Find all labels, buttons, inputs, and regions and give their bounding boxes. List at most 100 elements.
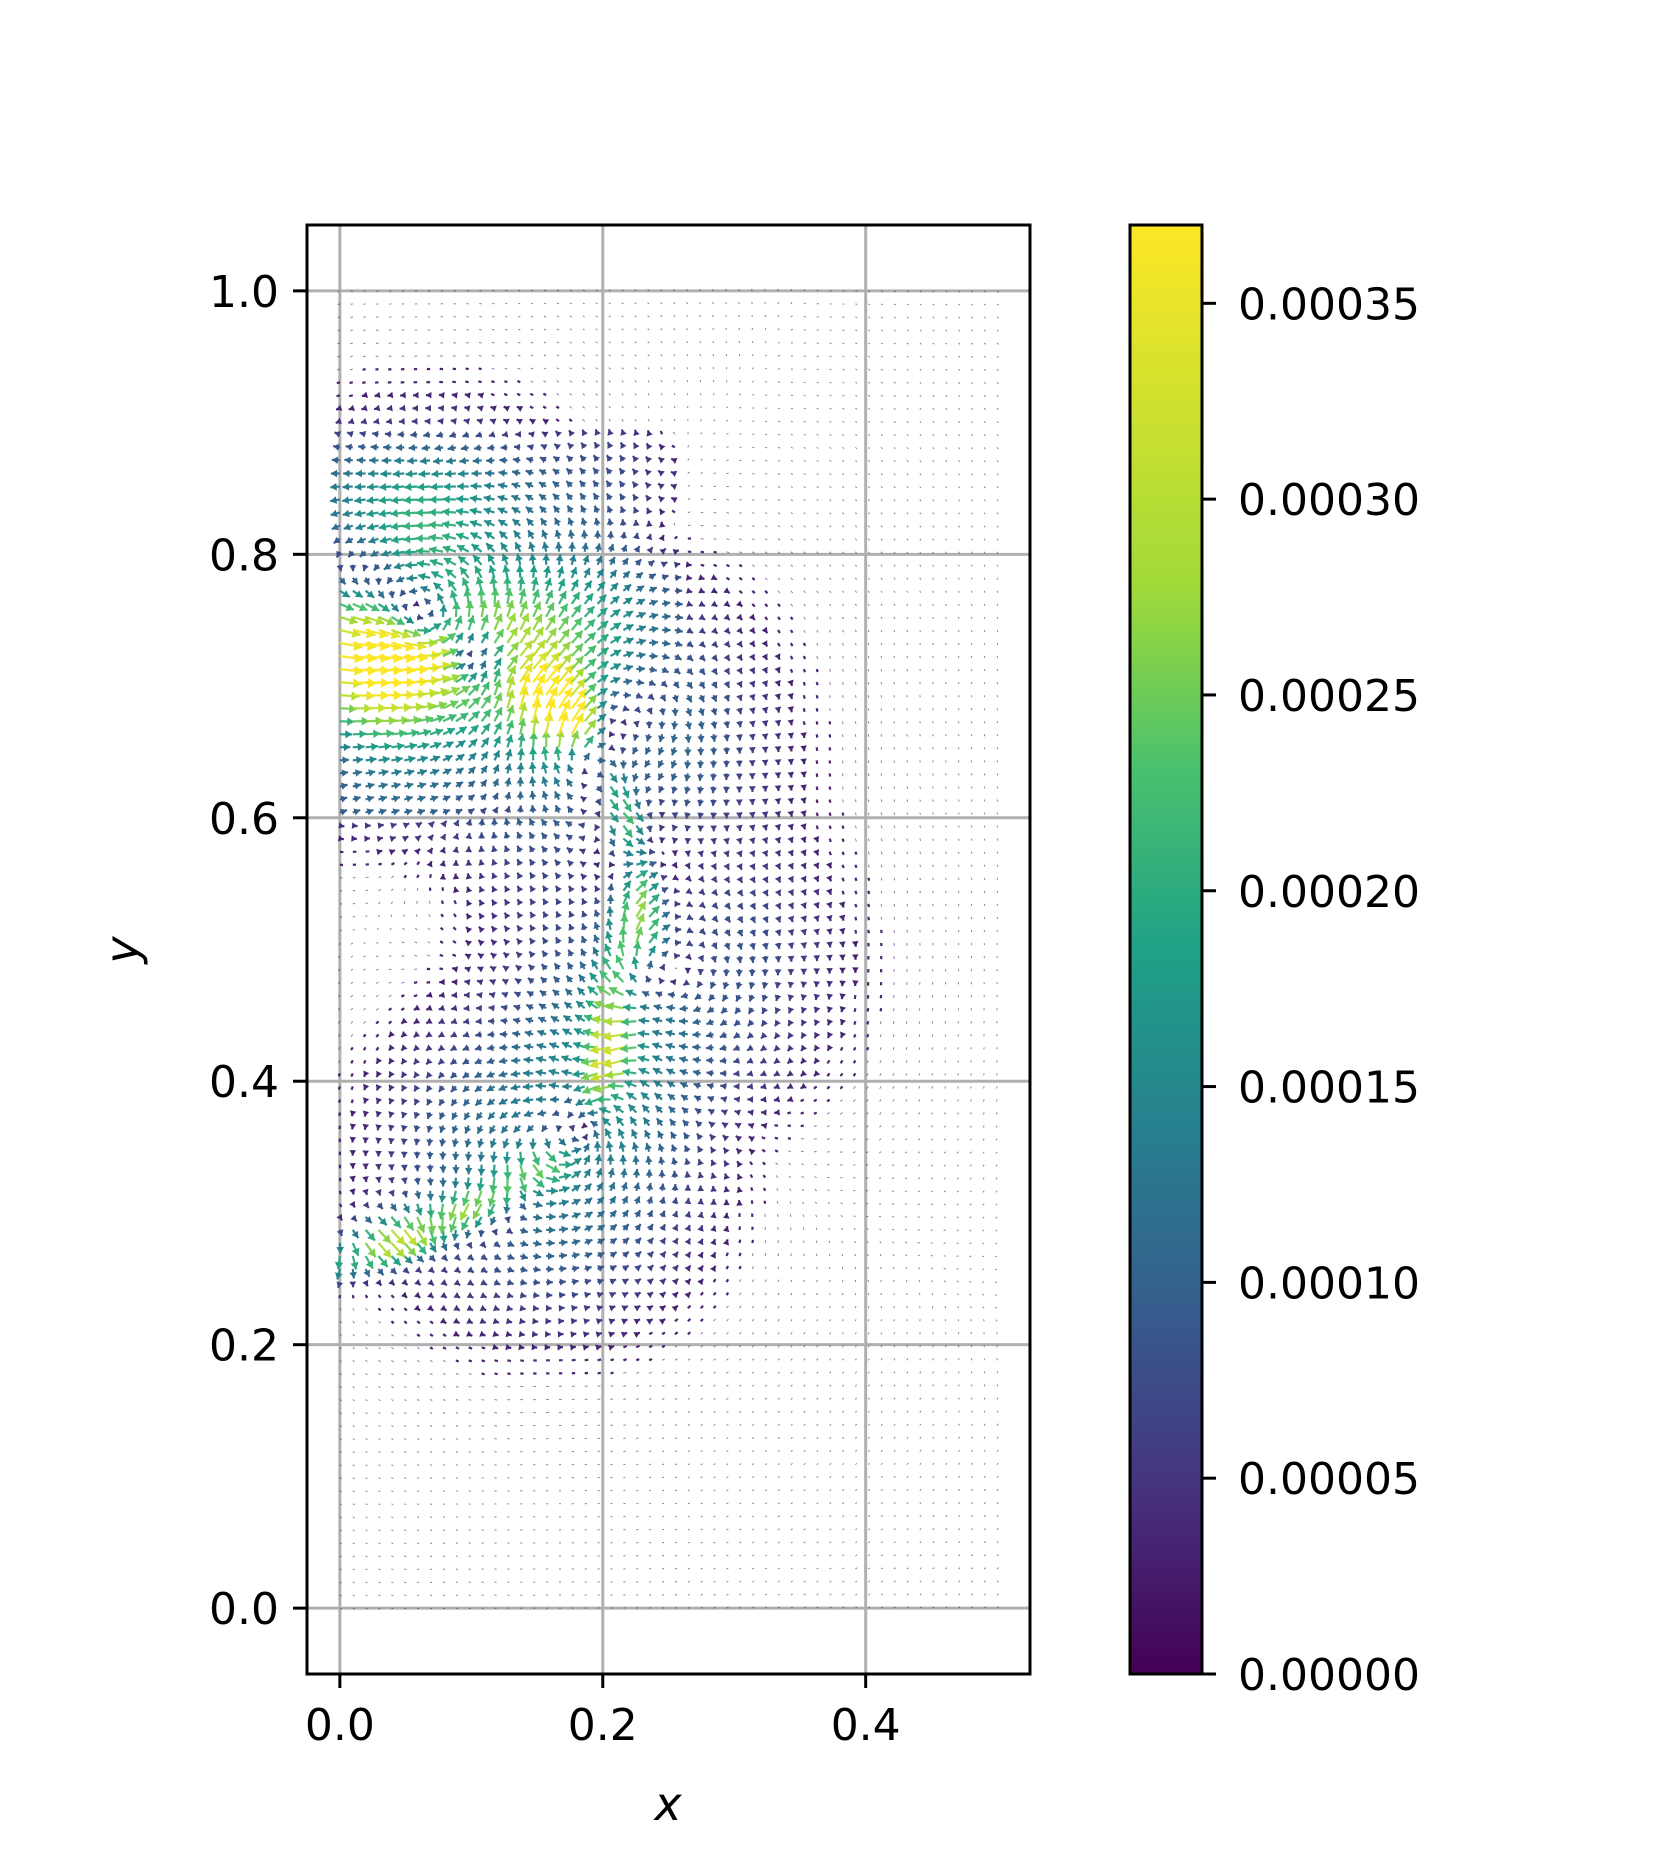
quiver-arrow — [842, 1384, 845, 1387]
quiver-arrow — [442, 1412, 446, 1414]
quiver-arrow-head — [653, 1068, 661, 1075]
quiver-arrow — [764, 1423, 768, 1426]
quiver-arrow — [700, 1331, 704, 1335]
quiver-arrow-head — [761, 863, 769, 870]
quiver-arrow — [867, 1462, 870, 1466]
quiver-arrow — [610, 1385, 614, 1387]
quiver-arrow-head — [376, 1268, 384, 1276]
quiver-arrow-head — [710, 1212, 717, 1219]
quiver-arrow — [930, 1164, 934, 1167]
quiver-arrow — [829, 1332, 832, 1335]
quiver-arrow — [416, 1333, 421, 1338]
quiver-arrow-head — [639, 848, 647, 856]
quiver-arrow-head — [489, 1126, 497, 1134]
quiver-arrow-head — [398, 729, 407, 738]
quiver-arrow — [943, 1151, 946, 1154]
quiver-arrow-head — [622, 1251, 629, 1259]
quiver-arrow — [840, 1214, 843, 1218]
quiver-arrow — [918, 1267, 921, 1270]
quiver-arrow — [803, 1397, 806, 1400]
quiver-arrow — [761, 1148, 766, 1153]
quiver-arrow-head — [443, 795, 451, 803]
quiver-arrow — [661, 1437, 665, 1440]
quiver-arrow — [388, 981, 392, 984]
quiver-arrow — [880, 1541, 884, 1544]
quiver-arrow — [867, 1541, 871, 1544]
quiver-arrow — [879, 1047, 882, 1051]
quiver-arrow-head — [706, 1069, 713, 1077]
quiver-arrow-head — [605, 1070, 614, 1080]
quiver-arrow — [751, 1410, 755, 1413]
quiver-arrow — [906, 1515, 909, 1518]
quiver-arrow-head — [590, 1121, 598, 1128]
quiver-arrow-head — [710, 825, 717, 832]
quiver-arrow-head — [737, 1161, 743, 1168]
quiver-arrow-head — [773, 1070, 781, 1076]
quiver-arrow — [713, 1593, 716, 1596]
quiver-arrow — [842, 1580, 845, 1583]
quiver-arrow-head — [555, 872, 562, 880]
quiver-arrow-head — [487, 1044, 494, 1052]
quiver-arrow — [842, 1502, 845, 1505]
quiver-arrow-head — [684, 1238, 691, 1245]
quiver-arrow — [391, 1451, 394, 1454]
quiver-arrow-head — [464, 991, 470, 999]
quiver-arrow-head — [401, 836, 409, 842]
quiver-arrow — [854, 1306, 857, 1309]
quiver-arrow — [416, 1399, 420, 1402]
quiver-arrow-head — [542, 950, 549, 958]
quiver-arrow — [919, 1593, 922, 1596]
quiver-arrow — [494, 1372, 498, 1376]
quiver-arrow-head — [462, 1044, 470, 1051]
quiver-arrow — [919, 1606, 922, 1609]
quiver-arrow-head — [595, 1095, 603, 1104]
quiver-arrow — [352, 1529, 355, 1532]
quiver-arrow-head — [490, 966, 497, 973]
quiver-arrow-head — [431, 768, 440, 776]
quiver-arrow — [687, 1424, 691, 1426]
quiver-arrow — [687, 1463, 690, 1466]
quiver-arrow — [337, 1020, 341, 1024]
quiver-arrow — [352, 1451, 355, 1454]
quiver-arrow — [674, 1450, 678, 1453]
quiver-arrow — [468, 1399, 472, 1401]
quiver-arrow-head — [367, 1232, 375, 1241]
quiver-arrow — [969, 1242, 972, 1245]
quiver-arrow — [878, 1177, 882, 1179]
quiver-arrow — [455, 1542, 458, 1544]
quiver-arrow — [726, 1528, 729, 1531]
quiver-arrow — [854, 851, 858, 855]
quiver-arrow-head — [813, 862, 820, 869]
quiver-arrow-head — [644, 1143, 652, 1151]
quiver-arrow — [442, 1516, 446, 1518]
quiver-arrow — [905, 1099, 908, 1102]
quiver-arrow-head — [552, 1109, 560, 1117]
quiver-arrow-head — [480, 1253, 488, 1260]
quiver-arrow-head — [543, 911, 549, 919]
quiver-arrow-head — [439, 1139, 447, 1147]
quiver-arrow-head — [375, 1189, 382, 1196]
quiver-arrow — [661, 1594, 665, 1596]
quiver-arrow — [764, 1476, 768, 1479]
quiver-arrow — [416, 1438, 420, 1440]
quiver-arrow-head — [532, 1317, 539, 1325]
quiver-arrow-head — [585, 1238, 593, 1246]
quiver-arrow — [905, 1125, 908, 1128]
quiver-arrow-head — [734, 1109, 741, 1116]
quiver-arrow-head — [553, 762, 561, 771]
quiver-arrow — [468, 1359, 473, 1363]
quiver-arrow — [339, 1594, 342, 1597]
quiver-arrow — [983, 1501, 986, 1505]
quiver-arrow-head — [350, 1261, 359, 1270]
quiver-arrow-head — [800, 1070, 807, 1077]
quiver-arrow — [648, 1344, 653, 1349]
quiver-arrow — [880, 773, 883, 776]
quiver-arrow — [339, 1320, 342, 1324]
quiver-arrow — [365, 863, 370, 866]
quiver-arrow — [906, 1580, 909, 1583]
quiver-arrow — [803, 1358, 806, 1361]
quiver-arrow-head — [671, 1211, 679, 1218]
quiver-arrow-head — [710, 774, 718, 781]
quiver-arrow-head — [426, 1304, 434, 1311]
quiver-arrow-head — [787, 1070, 794, 1076]
